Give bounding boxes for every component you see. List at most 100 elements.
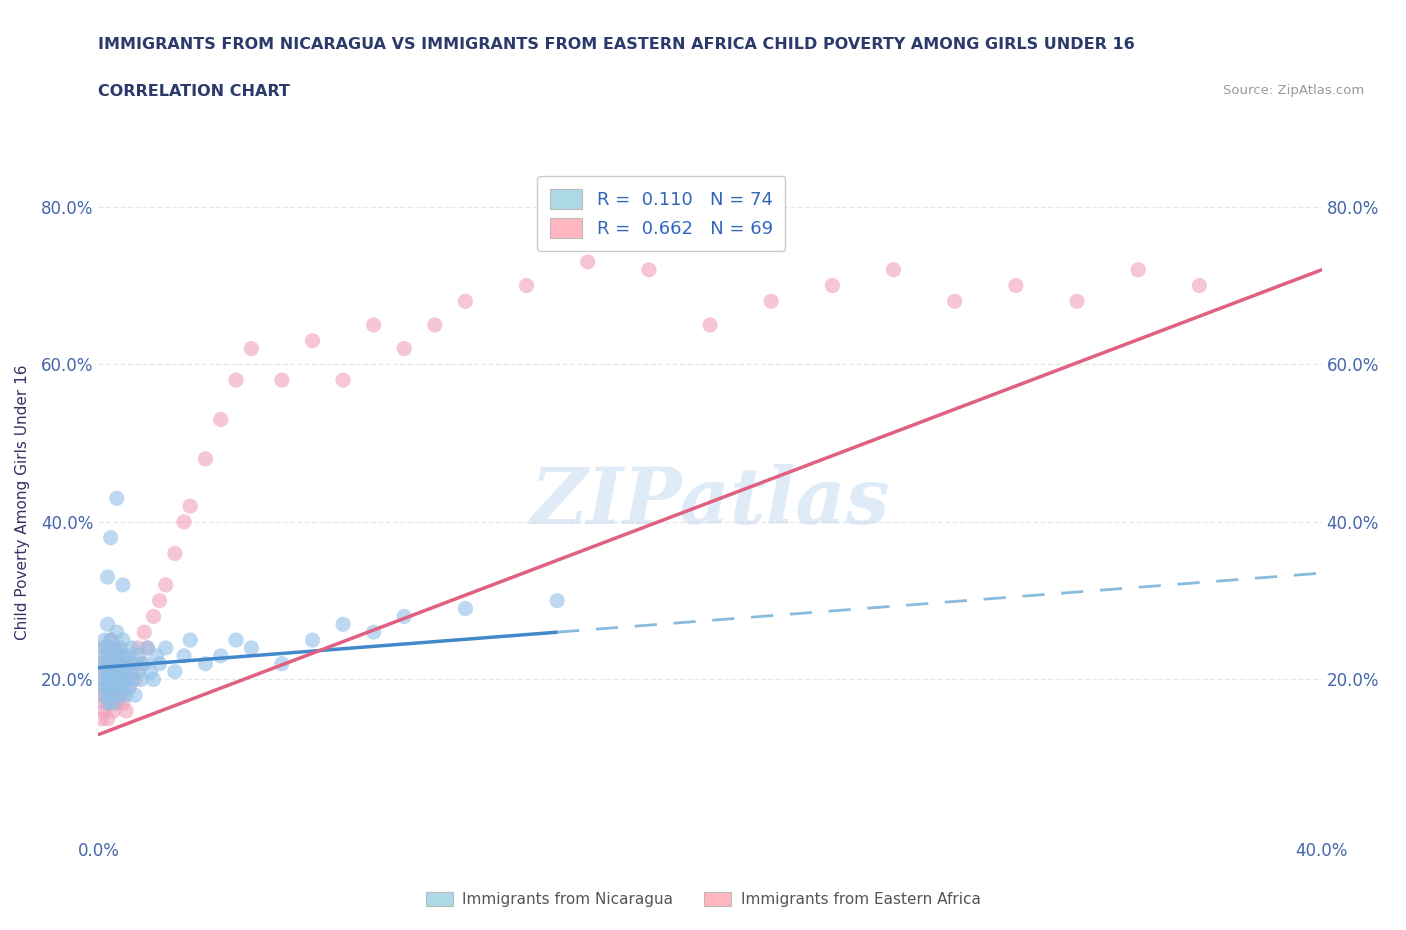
Point — [142, 672, 165, 687]
Point — [118, 657, 141, 671]
Point — [111, 696, 134, 711]
Point — [97, 696, 120, 711]
Point — [118, 680, 141, 695]
Point — [115, 672, 138, 687]
Point — [240, 341, 263, 356]
Point — [105, 648, 128, 663]
Point — [93, 680, 115, 695]
Point — [103, 641, 125, 656]
Point — [103, 680, 125, 695]
Point — [93, 680, 115, 695]
Point — [270, 657, 292, 671]
Point — [90, 672, 112, 687]
Point — [93, 664, 115, 679]
Point — [97, 672, 120, 687]
Point — [173, 514, 195, 529]
Point — [127, 648, 149, 663]
Point — [225, 632, 247, 647]
Point — [155, 578, 177, 592]
Point — [105, 664, 128, 679]
Point — [149, 593, 172, 608]
Point — [90, 657, 112, 671]
Point — [97, 688, 120, 703]
Point — [93, 641, 115, 656]
Point — [105, 696, 128, 711]
Point — [105, 625, 128, 640]
Point — [121, 672, 143, 687]
Point — [103, 657, 125, 671]
Point — [93, 632, 115, 647]
Point — [111, 664, 134, 679]
Point — [105, 680, 128, 695]
Point — [423, 317, 446, 332]
Point — [149, 657, 172, 671]
Point — [93, 696, 115, 711]
Point — [546, 593, 568, 608]
Point — [136, 641, 159, 656]
Point — [127, 641, 149, 656]
Point — [637, 262, 661, 277]
Point — [145, 648, 167, 663]
Point — [121, 641, 143, 656]
Point — [124, 688, 146, 703]
Point — [103, 703, 125, 718]
Point — [111, 578, 134, 592]
Point — [90, 641, 112, 656]
Legend: Immigrants from Nicaragua, Immigrants from Eastern Africa: Immigrants from Nicaragua, Immigrants fr… — [419, 885, 987, 913]
Point — [225, 373, 247, 388]
Point — [332, 373, 354, 388]
Point — [118, 648, 141, 663]
Point — [108, 657, 131, 671]
Point — [270, 373, 292, 388]
Point — [105, 680, 128, 695]
Point — [392, 341, 416, 356]
Point — [97, 657, 120, 671]
Point — [115, 688, 138, 703]
Point — [97, 617, 120, 631]
Point — [111, 664, 134, 679]
Point — [111, 648, 134, 663]
Point — [129, 672, 152, 687]
Point — [93, 648, 115, 663]
Point — [93, 688, 115, 703]
Point — [1004, 278, 1026, 293]
Point — [209, 412, 232, 427]
Point — [883, 262, 905, 277]
Point — [115, 657, 138, 671]
Point — [127, 664, 149, 679]
Point — [100, 688, 122, 703]
Point — [111, 648, 134, 663]
Point — [103, 696, 125, 711]
Point — [100, 696, 122, 711]
Point — [240, 641, 263, 656]
Point — [90, 688, 112, 703]
Point — [93, 703, 115, 718]
Point — [121, 664, 143, 679]
Point — [194, 451, 217, 466]
Point — [301, 333, 323, 348]
Point — [93, 664, 115, 679]
Point — [97, 672, 120, 687]
Point — [90, 711, 112, 726]
Point — [97, 680, 120, 695]
Point — [118, 664, 141, 679]
Point — [124, 672, 146, 687]
Point — [134, 625, 156, 640]
Point — [108, 688, 131, 703]
Point — [111, 632, 134, 647]
Point — [97, 641, 120, 656]
Point — [1066, 294, 1088, 309]
Point — [454, 601, 477, 616]
Text: ZIPatlas: ZIPatlas — [530, 464, 890, 540]
Point — [108, 672, 131, 687]
Point — [129, 657, 152, 671]
Point — [194, 657, 217, 671]
Point — [118, 680, 141, 695]
Point — [100, 648, 122, 663]
Point — [97, 569, 120, 584]
Point — [105, 657, 128, 671]
Point — [100, 664, 122, 679]
Point — [134, 657, 156, 671]
Text: IMMIGRANTS FROM NICARAGUA VS IMMIGRANTS FROM EASTERN AFRICA CHILD POVERTY AMONG : IMMIGRANTS FROM NICARAGUA VS IMMIGRANTS … — [98, 37, 1135, 52]
Point — [103, 641, 125, 656]
